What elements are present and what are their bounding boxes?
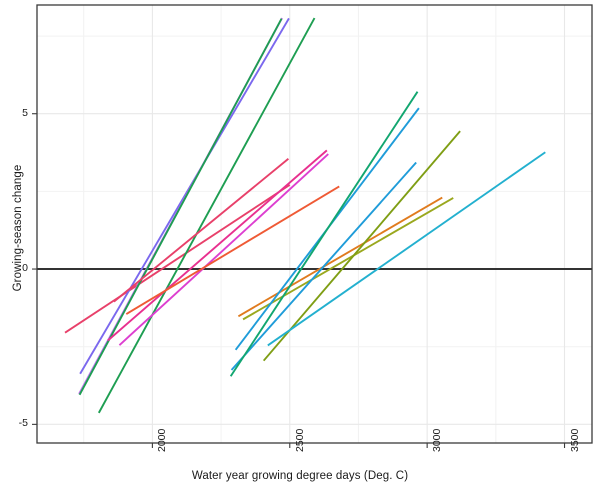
x-tick-label: 2500 [293,428,306,452]
x-axis-title: Water year growing degree days (Deg. C) [191,470,409,482]
y-tick-label: 5 [22,106,28,119]
axis-tick-marks [32,113,566,448]
series-line [242,197,454,321]
data-series-group [64,17,546,414]
series-line [78,18,283,396]
series-line [125,185,340,315]
series-line [267,151,546,347]
y-tick-label: 0 [22,262,28,275]
series-line [229,91,419,377]
x-tick-label: 2000 [156,428,169,452]
panel-background [37,5,592,443]
x-tick-label: 3000 [431,428,444,452]
series-line [97,17,316,414]
y-tick-label: -5 [18,417,28,430]
x-tick-label: 3500 [568,428,581,452]
minor-gridlines [37,5,592,443]
series-line [113,158,290,303]
series-line [79,17,290,375]
panel-border [36,4,593,444]
y-axis-title: Growing-season change [12,164,24,292]
series-line [107,149,328,342]
series-line [64,184,291,334]
series-line [262,130,461,362]
series-line [237,196,443,318]
series-line [230,161,417,371]
series-line [118,153,329,346]
